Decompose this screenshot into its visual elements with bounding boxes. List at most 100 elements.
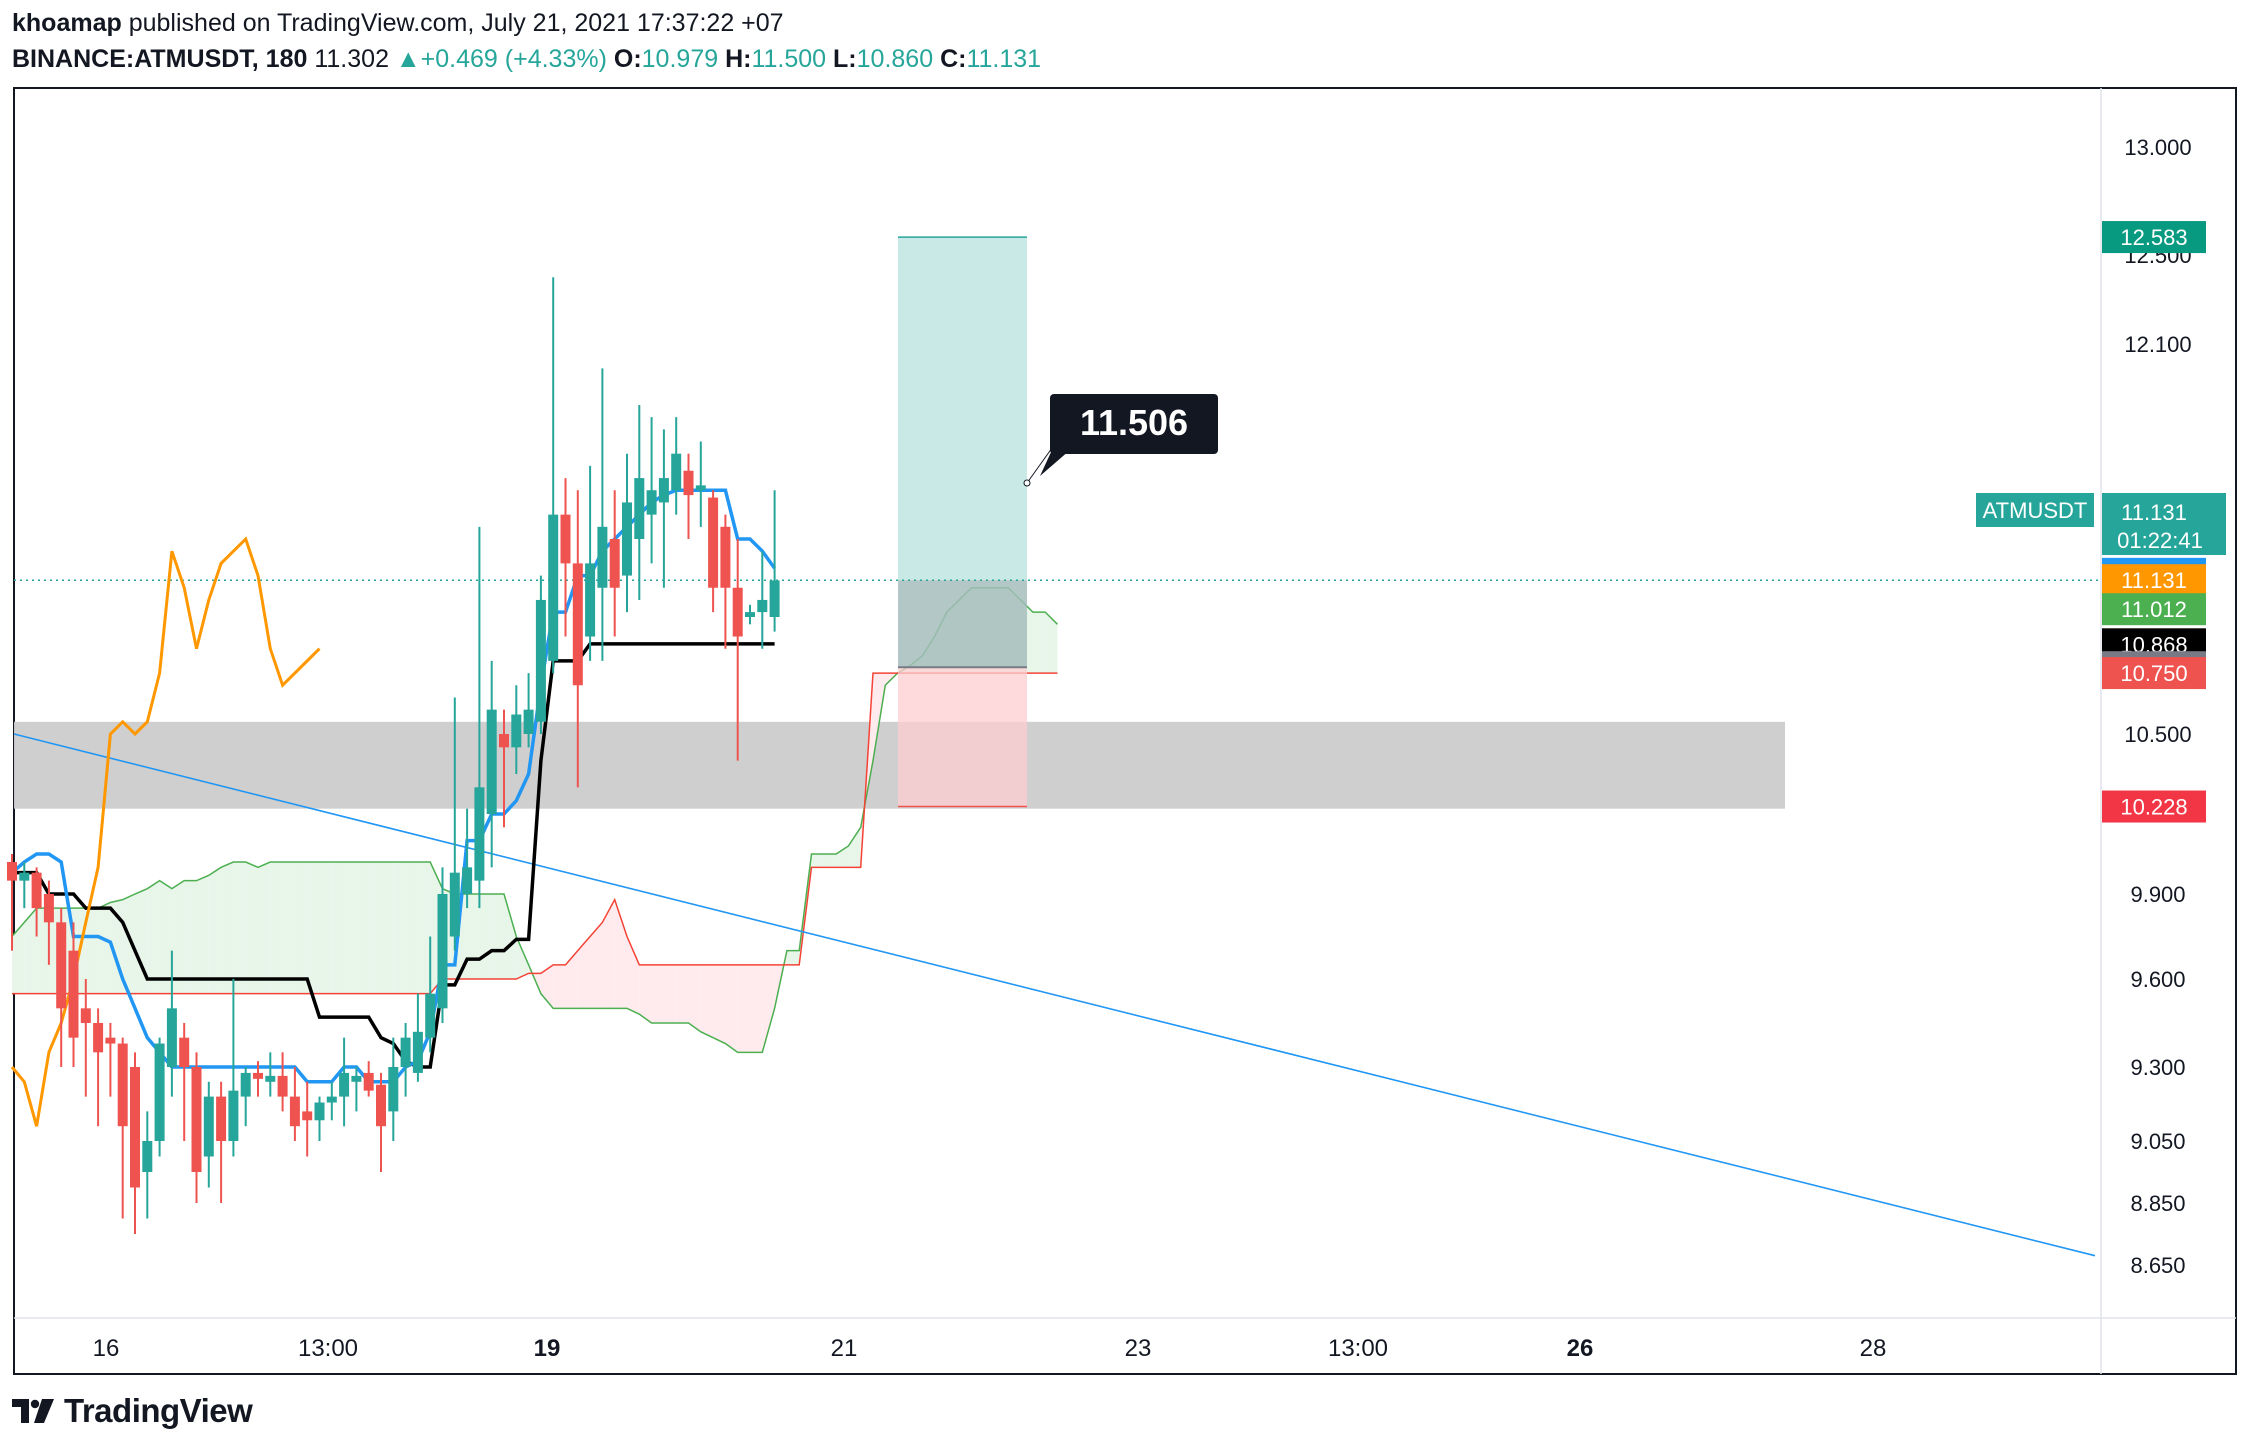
candle-body[interactable]: [117, 1043, 128, 1127]
candle-body[interactable]: [191, 1067, 202, 1172]
publish-info: khoamap published on TradingView.com, Ju…: [12, 6, 784, 40]
candle-body[interactable]: [646, 490, 657, 515]
symbol-name[interactable]: BINANCE:ATMUSDT, 180: [12, 45, 308, 73]
open-value: 10.979: [641, 45, 719, 73]
candle-body[interactable]: [535, 599, 546, 722]
candle-body[interactable]: [449, 872, 460, 937]
candle-body[interactable]: [572, 563, 583, 686]
candle-body[interactable]: [289, 1096, 300, 1127]
candle-body[interactable]: [462, 867, 473, 894]
candle-body[interactable]: [56, 922, 67, 1009]
cloud-segment: [504, 894, 517, 979]
candle-body[interactable]: [757, 599, 768, 613]
candle-body[interactable]: [105, 1037, 116, 1044]
candle-body[interactable]: [585, 563, 596, 637]
candle-body[interactable]: [277, 1075, 288, 1097]
cloud-segment: [590, 922, 603, 1009]
y-tick-label: 8.650: [2130, 1253, 2185, 1278]
target-zone[interactable]: [898, 237, 1027, 581]
cloud-segment: [602, 899, 615, 1009]
candle-body[interactable]: [720, 526, 731, 588]
candle-body[interactable]: [511, 714, 522, 748]
candle-body[interactable]: [130, 1067, 140, 1188]
cloud-segment: [540, 964, 554, 1009]
candle-body[interactable]: [597, 526, 608, 588]
candle-body[interactable]: [769, 580, 780, 617]
candle-body[interactable]: [363, 1072, 374, 1091]
candle-body[interactable]: [658, 478, 669, 503]
candle-body[interactable]: [376, 1084, 386, 1127]
candle-body[interactable]: [486, 709, 497, 814]
trend-line[interactable]: [13, 733, 2096, 1257]
candle-body[interactable]: [142, 1141, 153, 1172]
candle-body[interactable]: [31, 872, 42, 909]
cloud-segment: [848, 827, 861, 868]
candle-body[interactable]: [80, 1008, 91, 1023]
candle-body[interactable]: [671, 453, 682, 491]
candle-body[interactable]: [695, 485, 706, 491]
cloud-segment: [479, 894, 492, 979]
candle-body[interactable]: [523, 709, 534, 734]
candle-body[interactable]: [7, 862, 17, 881]
candle-body[interactable]: [400, 1037, 411, 1067]
cloud-segment: [1045, 612, 1058, 674]
cloud-segment: [196, 875, 209, 994]
candle-body[interactable]: [253, 1072, 263, 1079]
callout-text: 11.506: [1080, 402, 1188, 443]
candle-body[interactable]: [265, 1075, 276, 1082]
candle-body[interactable]: [745, 612, 755, 617]
candle-body[interactable]: [609, 539, 620, 588]
price-label-bg: [2102, 790, 2206, 823]
price-callout[interactable]: 11.506: [1023, 394, 1218, 487]
tradingview-brand[interactable]: TradingView: [64, 1392, 253, 1429]
candle-body[interactable]: [19, 872, 30, 881]
candle-body[interactable]: [683, 470, 694, 496]
low-value: 10.860: [856, 45, 934, 73]
cloud-segment: [245, 862, 258, 994]
cloud-segment: [762, 964, 775, 1053]
candle-body[interactable]: [68, 950, 79, 1038]
cloud-segment: [12, 922, 25, 994]
candle-body[interactable]: [216, 1096, 227, 1141]
candle-body[interactable]: [154, 1043, 165, 1141]
candle-body[interactable]: [43, 894, 54, 923]
candle-body[interactable]: [548, 514, 559, 661]
cloud-segment: [319, 862, 332, 994]
cloud-segment: [135, 888, 148, 994]
candle-body[interactable]: [560, 514, 571, 564]
candle-body[interactable]: [388, 1067, 399, 1112]
candle-body[interactable]: [732, 587, 743, 637]
last-price-tag[interactable]: ATMUSDT 11.131 01:22:41: [1976, 493, 2226, 555]
cloud-segment: [405, 862, 418, 994]
lagging-span: [10, 536, 321, 1127]
candle-body[interactable]: [425, 993, 436, 1038]
candle-body[interactable]: [302, 1111, 313, 1121]
cloud-segment: [85, 908, 99, 994]
candle-body[interactable]: [93, 1023, 104, 1053]
candle-body[interactable]: [708, 497, 719, 588]
candle-body[interactable]: [412, 1031, 423, 1073]
candle-body[interactable]: [179, 1037, 190, 1067]
candle-body[interactable]: [634, 478, 645, 539]
price-label-text: 10.228: [2120, 795, 2187, 820]
candle-body[interactable]: [228, 1090, 239, 1141]
candle-body[interactable]: [203, 1096, 214, 1157]
candle-body[interactable]: [437, 894, 448, 1009]
candle-body[interactable]: [474, 787, 485, 881]
candle-body[interactable]: [622, 502, 632, 576]
candle-body[interactable]: [166, 1008, 177, 1067]
author-name[interactable]: khoamap: [12, 9, 122, 37]
candle-body[interactable]: [314, 1102, 325, 1121]
stop-zone[interactable]: [898, 580, 1027, 807]
cloud-segment: [233, 862, 246, 994]
last-price-bg: [2102, 493, 2226, 555]
cloud-segment: [122, 894, 135, 994]
candle-body[interactable]: [499, 734, 509, 748]
candle-body[interactable]: [339, 1072, 350, 1097]
candle-body[interactable]: [351, 1075, 362, 1082]
tradingview-logo-icon[interactable]: [12, 1397, 56, 1425]
candle-body[interactable]: [240, 1072, 251, 1097]
candle-body[interactable]: [326, 1096, 337, 1103]
symbol-tag-bg: [1976, 493, 2094, 527]
